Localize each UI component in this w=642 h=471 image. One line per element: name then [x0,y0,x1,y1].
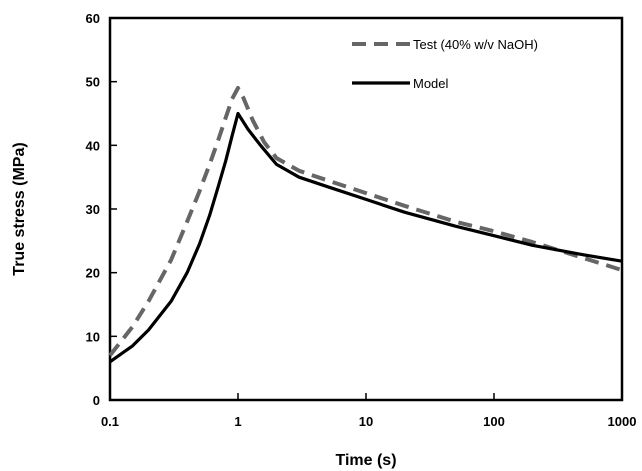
y-tick-label: 60 [86,11,100,26]
y-tick-label: 20 [86,266,100,281]
series-lines [108,86,623,364]
y-tick-label: 50 [86,75,100,90]
y-tick-label: 40 [86,138,100,153]
x-tick-label: 100 [483,414,505,429]
x-axis-title: Time (s) [335,452,396,469]
x-axis-ticks: 0.1 1 10 100 1000 [101,393,637,429]
series-line-test [108,86,623,357]
legend-label: Test (40% w/v NaOH) [413,37,538,52]
x-tick-label: 10 [359,414,373,429]
y-tick-label: 0 [93,393,100,408]
legend: Test (40% w/v NaOH) Model [352,37,538,91]
legend-label: Model [413,76,449,91]
x-tick-label: 1 [234,414,241,429]
series-line-model [109,111,623,364]
x-tick-label: 1000 [608,414,637,429]
y-axis-title: True stress (MPa) [11,142,28,275]
y-tick-label: 10 [86,329,100,344]
plot-area [108,16,624,402]
y-tick-label: 30 [86,202,100,217]
x-tick-label: 0.1 [101,414,119,429]
y-axis-ticks: 0 10 20 30 40 50 60 [86,11,117,408]
